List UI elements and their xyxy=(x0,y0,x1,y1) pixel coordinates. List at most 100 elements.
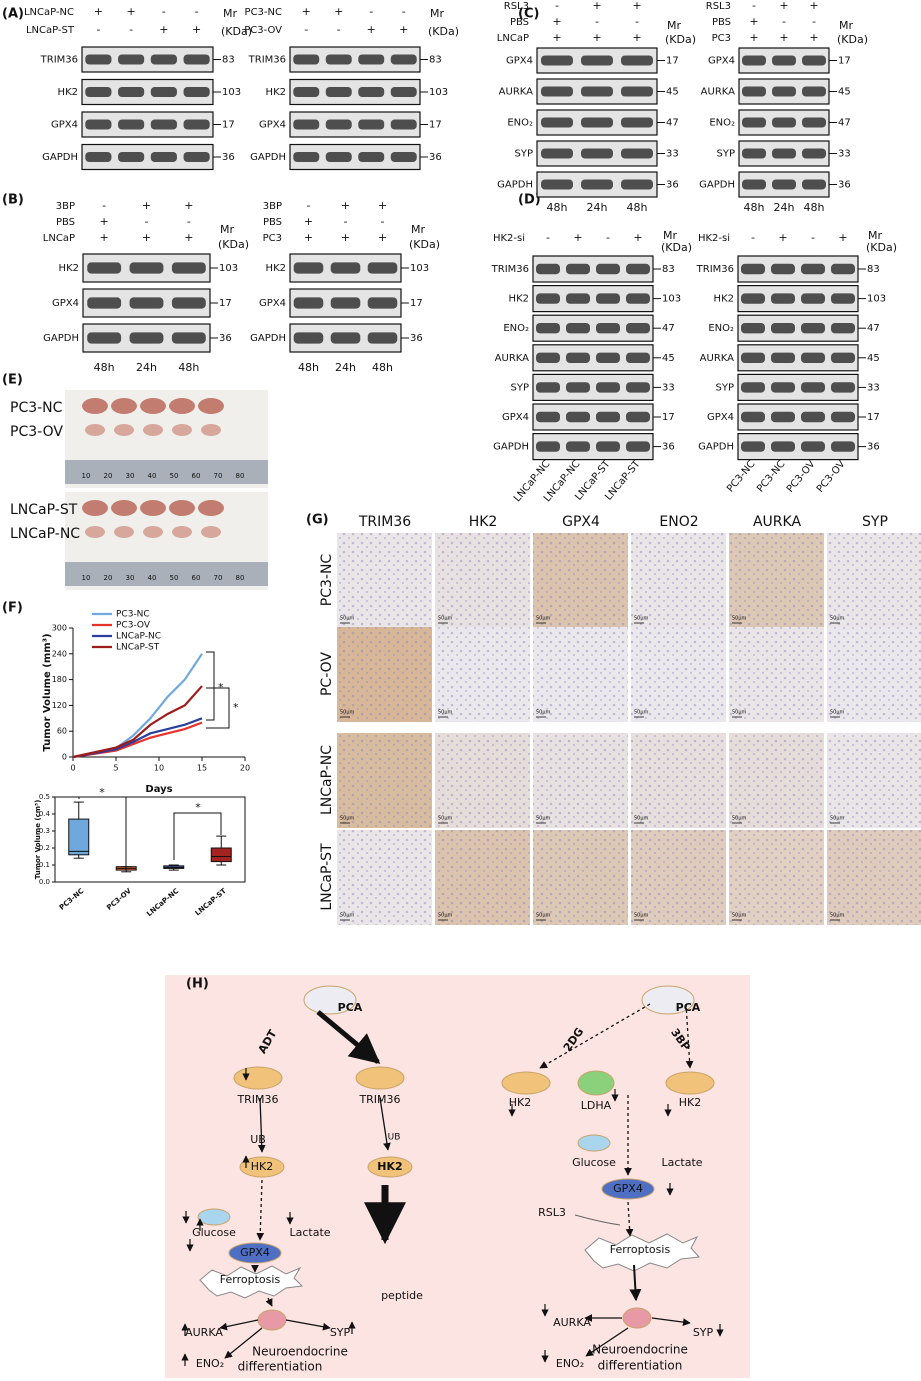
mr-label: Mr xyxy=(220,223,234,236)
blot-band xyxy=(566,352,590,363)
condition-sign: - xyxy=(635,15,639,28)
band-name: GAPDH xyxy=(250,152,286,163)
blot-band xyxy=(802,86,826,97)
ihc-cells xyxy=(729,627,824,722)
condition-sign: - xyxy=(307,199,311,212)
tumor xyxy=(198,500,224,516)
y-tick-label: 300 xyxy=(52,624,67,633)
blot-band xyxy=(293,262,324,274)
band-name: GAPDH xyxy=(43,333,79,344)
condition-name: HK2-si xyxy=(698,233,730,244)
icon xyxy=(257,1309,287,1331)
band-name: GAPDH xyxy=(42,152,78,163)
band-name: GPX4 xyxy=(707,412,734,423)
mw-label: 47 xyxy=(666,118,679,129)
condition-sign: + xyxy=(192,23,201,36)
blot-band xyxy=(626,441,650,452)
kda-label: (KDa) xyxy=(428,25,459,38)
ihc-cells xyxy=(435,733,530,828)
blot-band xyxy=(801,382,825,393)
condition-name: 3BP xyxy=(56,201,75,212)
condition-sign: + xyxy=(779,0,788,12)
condition-name: PC3-OV xyxy=(244,25,282,36)
blot-band xyxy=(742,117,766,128)
blot-band xyxy=(596,352,620,363)
mw-label: 103 xyxy=(219,263,238,274)
mw-label: 103 xyxy=(429,87,448,98)
condition-sign: - xyxy=(402,5,406,18)
icon xyxy=(355,1066,405,1090)
blot-band xyxy=(293,119,320,130)
marker-label: ENO2 xyxy=(659,514,698,530)
condition-sign: - xyxy=(782,15,786,28)
ihc-cells xyxy=(827,533,921,628)
arrow xyxy=(316,1010,381,1064)
condition-sign: + xyxy=(304,215,313,228)
mr-label: Mr xyxy=(667,19,681,32)
blot-band xyxy=(536,382,560,393)
blot-band xyxy=(293,332,324,344)
mw-label: 103 xyxy=(222,87,241,98)
ihc-cells xyxy=(435,830,530,925)
lane-label: 24h xyxy=(335,361,356,374)
mw-label: 17 xyxy=(429,120,442,131)
y-tick-label: 0.0 xyxy=(39,878,50,886)
tumor xyxy=(85,424,105,436)
blot-band xyxy=(293,297,324,309)
scale-label: 50μm xyxy=(830,816,845,822)
diagram-label: ENO₂ xyxy=(196,1357,224,1370)
mw-label: 83 xyxy=(429,55,442,66)
blot-band xyxy=(802,148,826,159)
mw-label: 103 xyxy=(662,294,681,305)
band-name: AURKA xyxy=(495,353,529,364)
mw-label: 47 xyxy=(867,323,880,334)
blot-band xyxy=(118,87,145,97)
blot-band xyxy=(566,263,590,275)
mw-label: 17 xyxy=(222,120,235,131)
blot-band xyxy=(566,441,590,452)
icon xyxy=(501,1071,551,1095)
blot-band xyxy=(87,332,122,344)
mw-label: 33 xyxy=(838,149,851,160)
diagram-label: ENO₂ xyxy=(556,1357,584,1370)
condition-sign: + xyxy=(334,5,343,18)
blot-band xyxy=(741,411,765,423)
ihc-cells xyxy=(533,733,628,828)
blot-band xyxy=(541,179,573,190)
blot-band xyxy=(801,293,825,304)
blot-band xyxy=(171,332,206,344)
mw-label: 36 xyxy=(222,152,235,163)
icon xyxy=(665,1071,715,1095)
ihc-cells xyxy=(337,830,432,925)
tumor xyxy=(114,526,134,538)
band-name: SYP xyxy=(716,382,735,393)
blot-band xyxy=(771,293,795,304)
ruler-label: 10 xyxy=(82,574,91,582)
ruler-label: 30 xyxy=(126,472,135,480)
tumor xyxy=(82,398,108,414)
blot-band xyxy=(801,441,825,452)
ruler-label: 80 xyxy=(236,472,245,480)
arrow xyxy=(651,1317,691,1326)
tumor xyxy=(143,424,163,436)
ruler-label: 60 xyxy=(192,472,201,480)
diagram-label: RSL3 xyxy=(538,1206,566,1219)
x-tick-label: PC3-OV xyxy=(105,887,133,912)
icon xyxy=(228,1242,282,1264)
group-label: LNCaP-NC xyxy=(10,526,80,542)
scale-label: 50μm xyxy=(438,913,453,919)
mw-label: 45 xyxy=(662,353,675,364)
band-name: GPX4 xyxy=(506,56,533,67)
blot-band xyxy=(772,55,796,66)
tumor xyxy=(82,500,108,516)
legend-label: LNCaP-NC xyxy=(116,632,161,642)
blot-band xyxy=(626,263,650,275)
ihc-cells xyxy=(729,830,824,925)
y-tick-label: 0.5 xyxy=(39,793,50,801)
diagram-label: HK2 xyxy=(251,1160,273,1173)
diagram-label: TRIM36 xyxy=(358,1093,400,1106)
condition-name: PC3 xyxy=(263,233,282,244)
blot-band xyxy=(621,55,653,66)
blot-band xyxy=(566,411,590,423)
bracket xyxy=(206,651,215,721)
